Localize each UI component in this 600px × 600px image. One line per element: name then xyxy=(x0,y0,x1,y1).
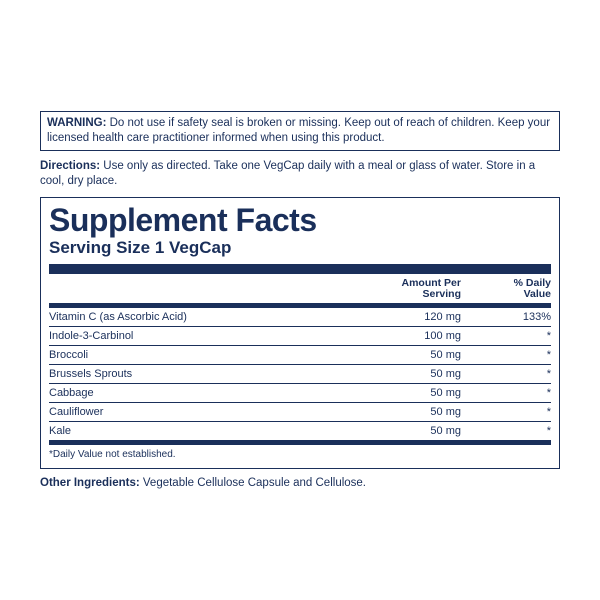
column-headers: Amount Per Serving % Daily Value xyxy=(49,276,551,303)
ingredient-name: Kale xyxy=(49,425,361,437)
header-name-col xyxy=(49,278,361,301)
ingredient-dv: * xyxy=(471,349,551,361)
ingredient-dv: 133% xyxy=(471,311,551,323)
other-text: Vegetable Cellulose Capsule and Cellulos… xyxy=(140,477,366,489)
warning-text: Do not use if safety seal is broken or m… xyxy=(47,117,550,144)
table-row: Broccoli50 mg* xyxy=(49,346,551,365)
table-row: Kale50 mg* xyxy=(49,422,551,440)
ingredient-name: Cauliflower xyxy=(49,406,361,418)
table-row: Indole-3-Carbinol100 mg* xyxy=(49,327,551,346)
ingredient-amount: 50 mg xyxy=(361,387,471,399)
directions-lead: Directions: xyxy=(40,160,100,172)
thick-rule xyxy=(49,264,551,274)
facts-title: Supplement Facts xyxy=(49,204,551,236)
ingredient-amount: 50 mg xyxy=(361,368,471,380)
ingredient-dv: * xyxy=(471,387,551,399)
ingredient-dv: * xyxy=(471,425,551,437)
dv-footnote: *Daily Value not established. xyxy=(49,445,551,460)
ingredient-dv: * xyxy=(471,368,551,380)
warning-lead: WARNING: xyxy=(47,117,106,129)
directions-text: Use only as directed. Take one VegCap da… xyxy=(40,160,535,187)
warning-box: WARNING: Do not use if safety seal is br… xyxy=(40,111,560,151)
ingredient-amount: 50 mg xyxy=(361,425,471,437)
ingredient-amount: 100 mg xyxy=(361,330,471,342)
table-row: Cabbage50 mg* xyxy=(49,384,551,403)
ingredient-name: Vitamin C (as Ascorbic Acid) xyxy=(49,311,361,323)
directions-block: Directions: Use only as directed. Take o… xyxy=(40,159,560,189)
header-dv-col: % Daily Value xyxy=(471,278,551,301)
ingredient-name: Broccoli xyxy=(49,349,361,361)
supplement-label: WARNING: Do not use if safety seal is br… xyxy=(40,111,560,489)
header-amount-l2: Serving xyxy=(361,289,461,301)
table-row: Brussels Sprouts50 mg* xyxy=(49,365,551,384)
ingredients-table: Vitamin C (as Ascorbic Acid)120 mg133%In… xyxy=(49,308,551,440)
other-ingredients: Other Ingredients: Vegetable Cellulose C… xyxy=(40,477,560,489)
ingredient-name: Indole-3-Carbinol xyxy=(49,330,361,342)
header-amount-col: Amount Per Serving xyxy=(361,278,471,301)
ingredient-dv: * xyxy=(471,406,551,418)
serving-size: Serving Size 1 VegCap xyxy=(49,238,551,258)
ingredient-amount: 50 mg xyxy=(361,406,471,418)
supplement-facts-box: Supplement Facts Serving Size 1 VegCap A… xyxy=(40,197,560,469)
ingredient-dv: * xyxy=(471,330,551,342)
other-lead: Other Ingredients: xyxy=(40,477,140,489)
table-row: Cauliflower50 mg* xyxy=(49,403,551,422)
ingredient-name: Brussels Sprouts xyxy=(49,368,361,380)
header-dv-l2: Value xyxy=(471,289,551,301)
ingredient-name: Cabbage xyxy=(49,387,361,399)
ingredient-amount: 50 mg xyxy=(361,349,471,361)
table-row: Vitamin C (as Ascorbic Acid)120 mg133% xyxy=(49,308,551,327)
ingredient-amount: 120 mg xyxy=(361,311,471,323)
